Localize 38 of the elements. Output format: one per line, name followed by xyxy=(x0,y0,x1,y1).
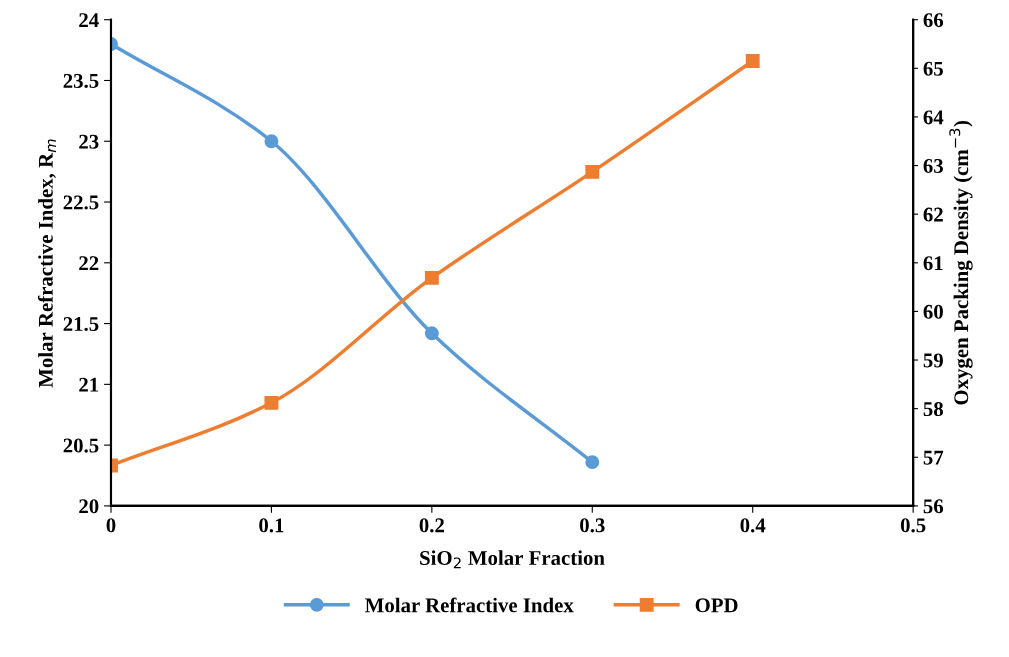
y2-tick-label: 58 xyxy=(923,402,944,417)
x-tick-label: 0.5 xyxy=(900,518,926,533)
x-tick-label: 0.4 xyxy=(740,518,766,533)
y-tick-label: 22 xyxy=(79,256,99,271)
point xyxy=(585,455,600,470)
y2-tick-label: 60 xyxy=(923,304,943,319)
y2-tick-label: 64 xyxy=(923,110,944,125)
point xyxy=(424,270,439,285)
x-tick-label: 0 xyxy=(106,518,116,533)
y2-tick-label: 61 xyxy=(923,256,943,271)
y2-tick-label: 65 xyxy=(923,61,943,76)
legend-label: OPD xyxy=(695,598,738,613)
y-tick-label: 24 xyxy=(79,13,99,27)
legend-label: Molar Refractive Index xyxy=(365,597,574,613)
y-tick-label: 23.5 xyxy=(63,73,99,89)
y2-tick-label: 63 xyxy=(923,159,943,173)
y2-tick-label: 66 xyxy=(923,13,944,28)
y2-tick-label: 62 xyxy=(923,207,943,222)
x-tick-label: 0.2 xyxy=(419,518,444,533)
point xyxy=(264,134,279,149)
x-tick-label: 0.1 xyxy=(259,518,284,533)
y-axis-title: Molar Refractive Index, R$_{m}$ xyxy=(37,139,57,388)
y2-axis-title: Oxygen Packing Density (cm$^{−3}$) xyxy=(949,120,973,405)
y2-tick-label: 57 xyxy=(923,450,944,465)
y-tick-label: 21 xyxy=(79,377,99,392)
y2-tick-label: 59 xyxy=(923,353,943,368)
point xyxy=(424,326,439,341)
y-tick-label: 20.5 xyxy=(63,438,99,453)
x-axis-title: SiO$_{2}$ Molar Fraction xyxy=(420,550,605,569)
y-tick-label: 22.5 xyxy=(63,195,99,210)
y-tick-label: 21.5 xyxy=(63,317,99,332)
y2-tick-label: 56 xyxy=(923,499,944,514)
point xyxy=(264,395,279,410)
point xyxy=(745,54,760,68)
y-tick-label: 20 xyxy=(79,499,99,514)
point xyxy=(585,164,600,179)
x-tick-label: 0.3 xyxy=(580,518,605,533)
y-tick-label: 23 xyxy=(79,134,99,149)
